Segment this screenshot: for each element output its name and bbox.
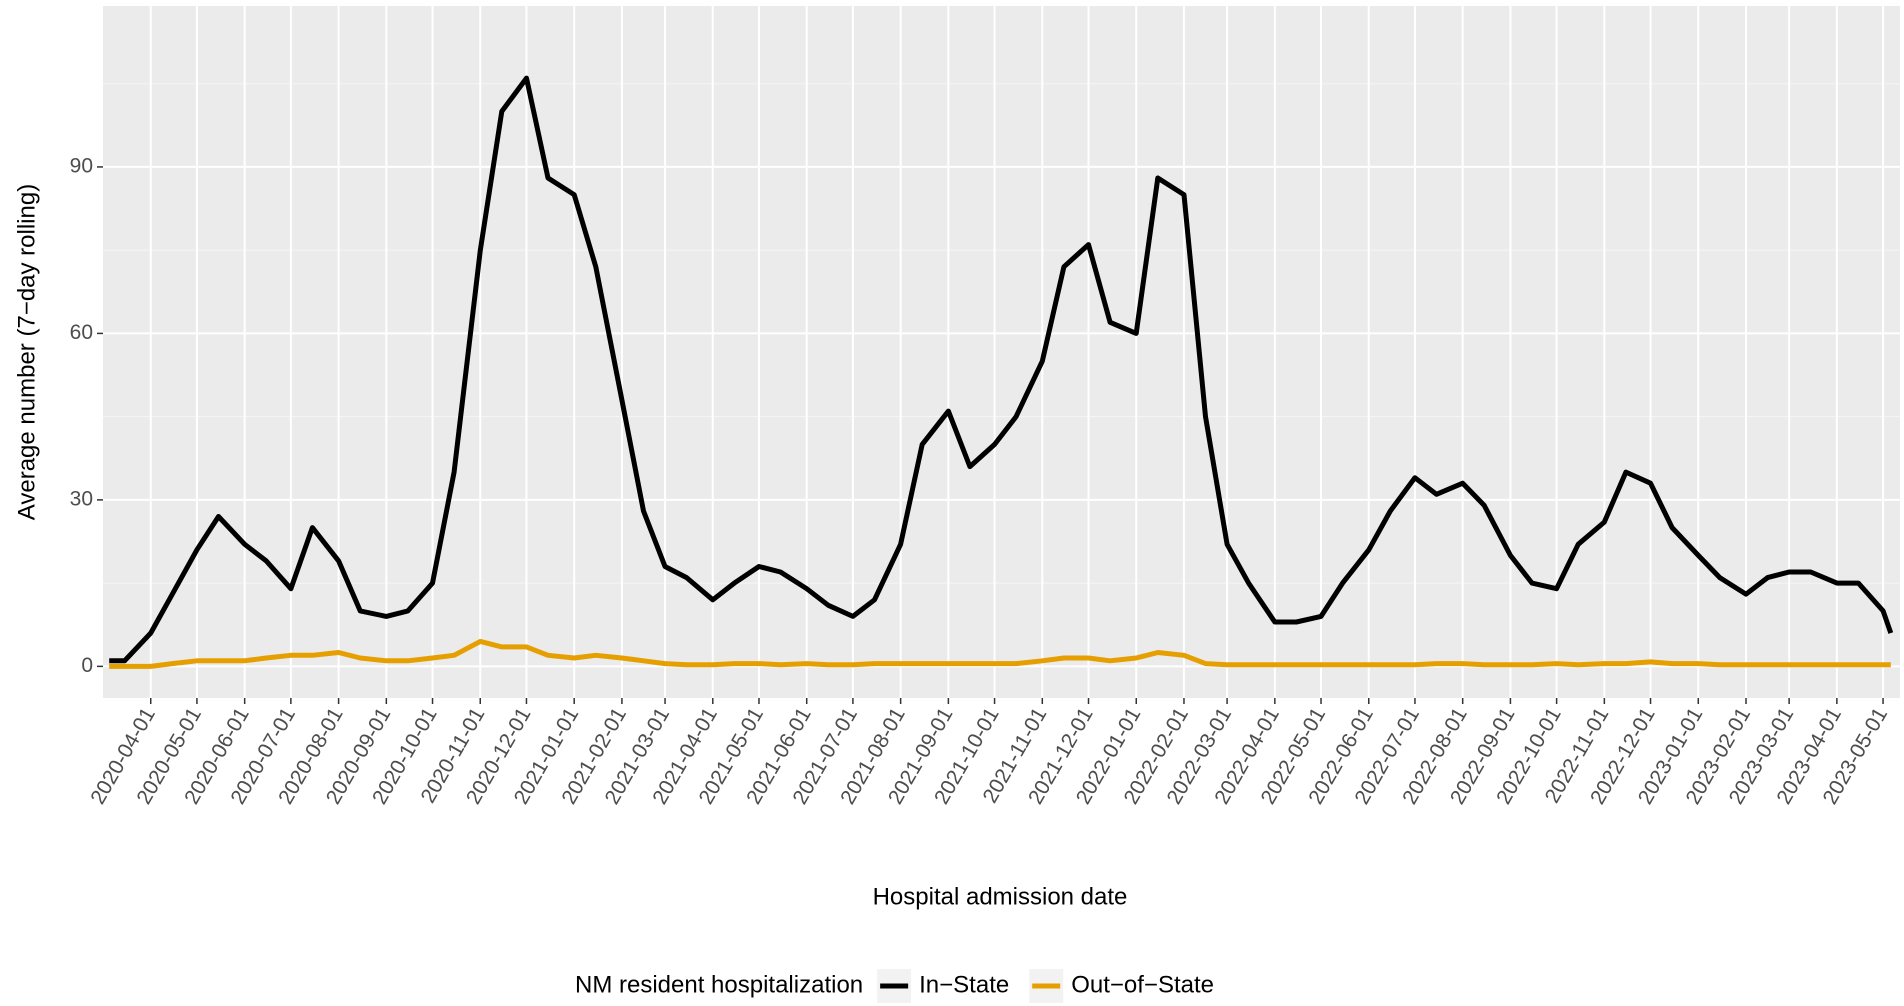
- legend-label: In−State: [919, 971, 1009, 998]
- legend-title: NM resident hospitalization: [575, 971, 863, 998]
- y-tick-label: 30: [70, 487, 93, 510]
- lines: [109, 75, 1894, 669]
- legend-label: Out−of−State: [1071, 971, 1214, 998]
- legend: NM resident hospitalization In−State Out−…: [575, 969, 1214, 1003]
- plot-panel: [103, 6, 1900, 698]
- grid: [103, 6, 1900, 698]
- y-tick-label: 60: [70, 321, 93, 344]
- y-tick-label: 90: [70, 154, 93, 177]
- data-line: [109, 638, 1891, 669]
- x-axis-title: Hospital admission date: [873, 883, 1128, 910]
- y-tick-label: 0: [81, 654, 93, 677]
- data-line: [109, 75, 1894, 664]
- y-axis-title: Average number (7−day rolling): [13, 184, 40, 520]
